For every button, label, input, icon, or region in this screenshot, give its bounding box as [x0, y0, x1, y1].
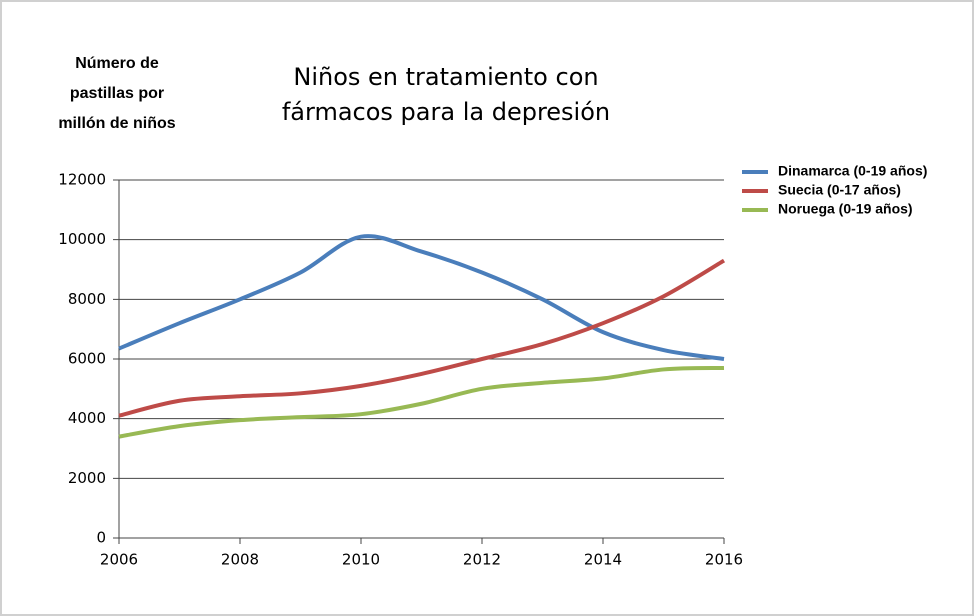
- line-series: [118, 258, 726, 418]
- y-tick-label: 6000: [68, 350, 106, 368]
- legend-label: Noruega (0-19 años): [778, 201, 913, 217]
- x-tick-label: 2012: [463, 551, 501, 569]
- y-tick-label: 8000: [68, 290, 106, 308]
- y-axis-label: Número de: [75, 55, 159, 72]
- chart-title: Niños en tratamiento con: [293, 63, 598, 91]
- legend-label: Dinamarca (0-19 años): [778, 163, 927, 179]
- x-tick-label: 2008: [221, 551, 259, 569]
- line-series: [118, 234, 725, 361]
- y-axis-label: millón de niños: [58, 115, 175, 132]
- line-series: [118, 365, 725, 439]
- y-axis-label: pastillas por: [70, 85, 164, 102]
- y-tick-label: 2000: [68, 469, 106, 487]
- y-tick-label: 4000: [68, 409, 106, 427]
- y-tick-label: 0: [96, 529, 106, 547]
- y-tick-label: 10000: [58, 230, 106, 248]
- x-tick-label: 2014: [584, 551, 622, 569]
- x-tick-label: 2016: [705, 551, 743, 569]
- chart-title: fármacos para la depresión: [282, 98, 610, 126]
- legend-label: Suecia (0-17 años): [778, 182, 901, 198]
- y-tick-label: 12000: [58, 171, 106, 189]
- x-tick-label: 2010: [342, 551, 380, 569]
- x-tick-label: 2006: [100, 551, 138, 569]
